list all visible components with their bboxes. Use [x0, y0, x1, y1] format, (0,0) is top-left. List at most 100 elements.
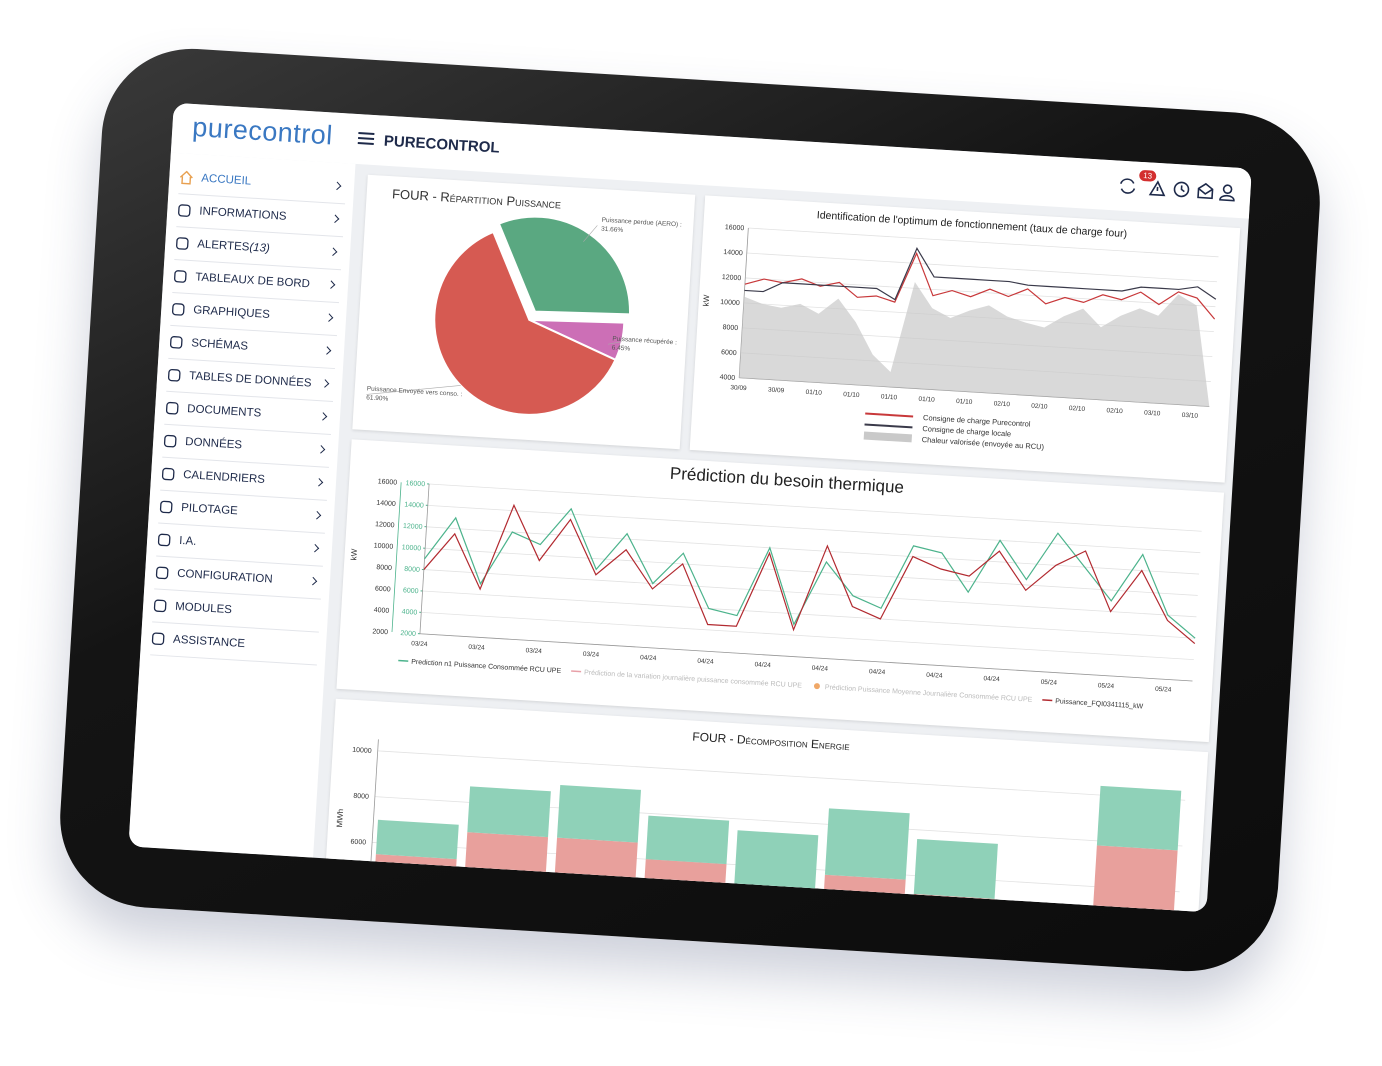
menu-button[interactable] — [357, 132, 375, 146]
menu-label: ALERTES — [196, 238, 250, 254]
chevron — [324, 313, 334, 322]
bar-segment — [375, 819, 459, 860]
grid-line — [369, 887, 1177, 913]
y-axis-label: MWh — [335, 809, 345, 828]
y2-tick-label: 4000 — [401, 609, 417, 617]
chevron — [322, 346, 332, 355]
y-tick-label: 4000 — [719, 374, 735, 382]
chevron — [312, 511, 322, 520]
x-tick-label: 03/10 — [1182, 412, 1199, 420]
line-panel: Identification de l'optimum de fonctionn… — [689, 195, 1241, 483]
header-icons: 13 — [1116, 169, 1237, 208]
menu-label: ASSISTANCE — [172, 633, 246, 651]
x-tick-label: 02/10 — [1069, 405, 1086, 413]
area — [739, 282, 1210, 407]
alert-icon[interactable] — [1148, 180, 1166, 197]
x-tick-label: 04/24 — [812, 665, 829, 673]
menu-item[interactable]: CONFIGURATION — [154, 556, 323, 600]
x-tick-label: 03/24 — [411, 640, 428, 648]
chevron — [314, 478, 324, 487]
prediction-panel: Prédiction du besoin thermique kW 2000 4000… — [336, 439, 1225, 743]
label-leader — [583, 225, 598, 242]
pie-chart: FOUR - Répartition Puissance Puissance pe… — [366, 186, 682, 416]
menu-icon — [155, 566, 169, 580]
x-tick-label: 01/10 — [881, 393, 898, 401]
menu-item[interactable]: TABLEAUX DE BORD — [172, 260, 341, 304]
grid-line — [377, 750, 1186, 801]
menu-icon — [151, 632, 165, 646]
y-tick-label: 8000 — [353, 793, 369, 801]
bar-segment — [557, 784, 641, 843]
menu-icon — [165, 401, 179, 415]
menu-icon — [176, 237, 189, 250]
brand[interactable]: purecontrol — [191, 111, 334, 151]
y2-tick-label: 10000 — [401, 544, 421, 552]
x-tick-label: 30/09 — [730, 384, 747, 392]
menu-label: CALENDRIERS — [182, 469, 266, 486]
legend-label: Prédiction Puissance Moyenne Journalière… — [825, 684, 1033, 704]
history-icon[interactable] — [1173, 181, 1190, 198]
y-tick-label: 8000 — [722, 324, 738, 332]
y-tick-label: 10000 — [374, 543, 394, 551]
bar-segment — [641, 859, 727, 913]
y2-axis — [391, 482, 402, 633]
x-tick-label: 03/24 — [468, 644, 485, 652]
grid-line — [746, 252, 1217, 283]
legend-swatch — [865, 412, 914, 418]
menu-label: TABLEAUX DE BORD — [194, 271, 311, 291]
slice-value: 31.66% — [601, 226, 624, 234]
alert-badge: 13 — [1138, 169, 1157, 182]
y-axis — [368, 739, 379, 902]
y2-tick-label: 12000 — [403, 523, 423, 531]
menu-item[interactable]: PILOTAGE — [158, 490, 327, 534]
y-tick-label: 8000 — [376, 564, 392, 572]
menu-label: ACCUEIL — [200, 172, 252, 188]
menu-item[interactable]: I.A. — [156, 523, 325, 567]
grid-line — [748, 227, 1219, 258]
menu-item[interactable]: CALENDRIERS — [160, 457, 329, 501]
legend-swatch — [398, 659, 409, 662]
refresh-icon[interactable] — [1119, 178, 1136, 194]
menu-item[interactable]: INFORMATIONS — [176, 194, 346, 238]
menu-item[interactable]: DONNÉES — [162, 424, 331, 468]
menu-item[interactable]: DOCUMENTS — [164, 391, 333, 435]
menu-icon — [174, 270, 187, 283]
bar-segment — [821, 874, 906, 913]
slice-value: 61.90% — [366, 394, 389, 402]
y-axis-label: kW — [349, 548, 359, 561]
x-tick-label: 04/24 — [869, 668, 886, 676]
legend-swatch — [1042, 699, 1053, 702]
legend-label: Prédiction de la variation journalière p… — [584, 669, 803, 689]
x-tick-label: 01/10 — [918, 396, 935, 404]
menu-item[interactable]: GRAPHIQUES — [170, 292, 339, 337]
y-tick-label: 12000 — [375, 521, 395, 529]
menu-icon — [178, 204, 191, 217]
x-tick-label: 04/24 — [983, 675, 1000, 683]
x-tick-label: 05/24 — [1040, 679, 1057, 687]
menu-item[interactable]: ASSISTANCE — [150, 622, 319, 666]
bar-segment — [467, 786, 551, 838]
legend-swatch — [813, 683, 820, 690]
menu-item[interactable]: ALERTES (13) — [174, 227, 344, 271]
bar-segment — [731, 898, 815, 913]
menu-icon — [157, 533, 171, 547]
legend-label: Chaleur valorisée (envoyée au RCU) — [921, 435, 1044, 451]
label-leader — [366, 385, 461, 395]
menu-icon — [159, 500, 173, 514]
grid-line — [421, 611, 1194, 661]
mail-icon[interactable] — [1197, 182, 1214, 200]
y-tick-label: 12000 — [722, 274, 742, 282]
screen: purecontrol PURECONTROL 13 — [128, 102, 1252, 913]
grid-line — [427, 505, 1201, 554]
menu-label: MODULES — [174, 600, 233, 617]
menu-item[interactable]: SCHÉMAS — [168, 325, 337, 370]
chevron — [318, 412, 328, 421]
menu-item[interactable]: MODULES — [152, 589, 321, 633]
pie-slice — [433, 230, 617, 416]
chevron — [326, 280, 336, 289]
x-tick-label: 05/24 — [1098, 682, 1115, 690]
menu-item[interactable]: ACCUEIL — [178, 161, 348, 205]
menu-label: SCHÉMAS — [190, 337, 249, 353]
menu-item[interactable]: TABLES DE DONNÉES — [166, 358, 335, 402]
user-icon[interactable] — [1222, 184, 1233, 195]
